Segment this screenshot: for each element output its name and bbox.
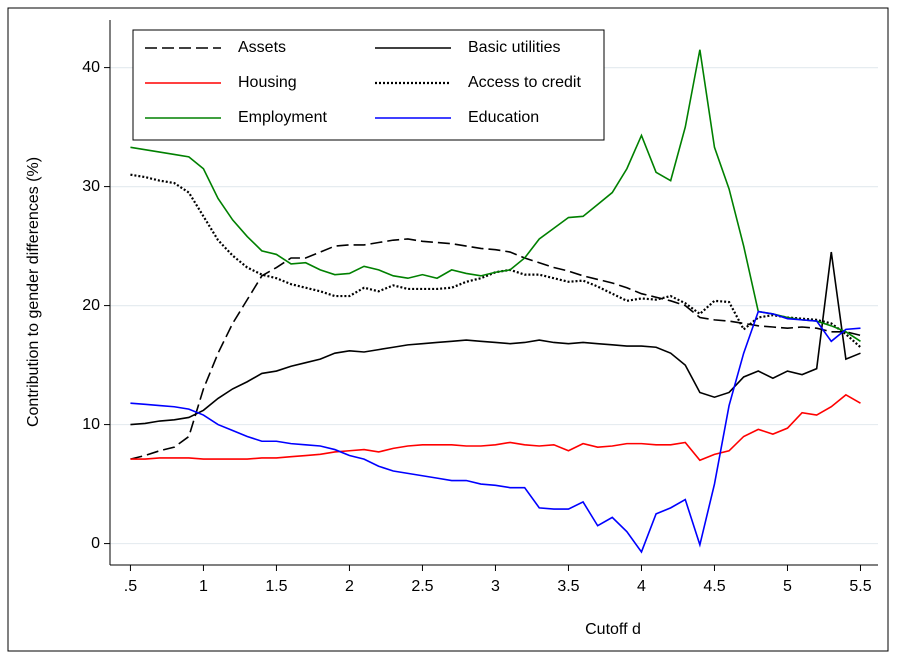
y-tick-label: 20 — [82, 297, 100, 314]
line-series — [130, 310, 861, 554]
legend-label: Assets — [238, 39, 286, 56]
line-series — [130, 49, 861, 342]
x-tick-label: 3 — [491, 578, 500, 595]
x-tick-label: 3.5 — [557, 578, 579, 595]
x-tick-label: 4.5 — [703, 578, 725, 595]
line-series — [130, 173, 862, 349]
legend-box — [132, 29, 605, 141]
y-tick-label: 10 — [82, 416, 100, 433]
x-tick-label: 1 — [199, 578, 208, 595]
line-series — [130, 251, 861, 426]
y-tick-label: 30 — [82, 178, 100, 195]
legend-label: Basic utilities — [468, 39, 560, 56]
legend-label: Employment — [238, 109, 327, 126]
legend-label: Education — [468, 109, 539, 126]
x-tick-label: 5.5 — [849, 578, 871, 595]
x-tick-label: 4 — [637, 578, 646, 595]
y-tick-label: 40 — [82, 59, 100, 76]
x-tick-label: 2 — [345, 578, 354, 595]
legend-label: Housing — [238, 74, 297, 91]
y-tick-label: 0 — [91, 535, 100, 552]
line-series — [130, 238, 861, 460]
x-tick-label: .5 — [124, 578, 137, 595]
legend-label: Access to credit — [468, 74, 581, 91]
x-axis-title: Cutoff d — [585, 621, 641, 638]
line-series — [130, 393, 861, 462]
x-tick-label: 1.5 — [265, 578, 287, 595]
y-axis-title: Contribution to gender differences (%) — [25, 157, 42, 427]
x-tick-label: 5 — [783, 578, 792, 595]
x-tick-label: 2.5 — [411, 578, 433, 595]
